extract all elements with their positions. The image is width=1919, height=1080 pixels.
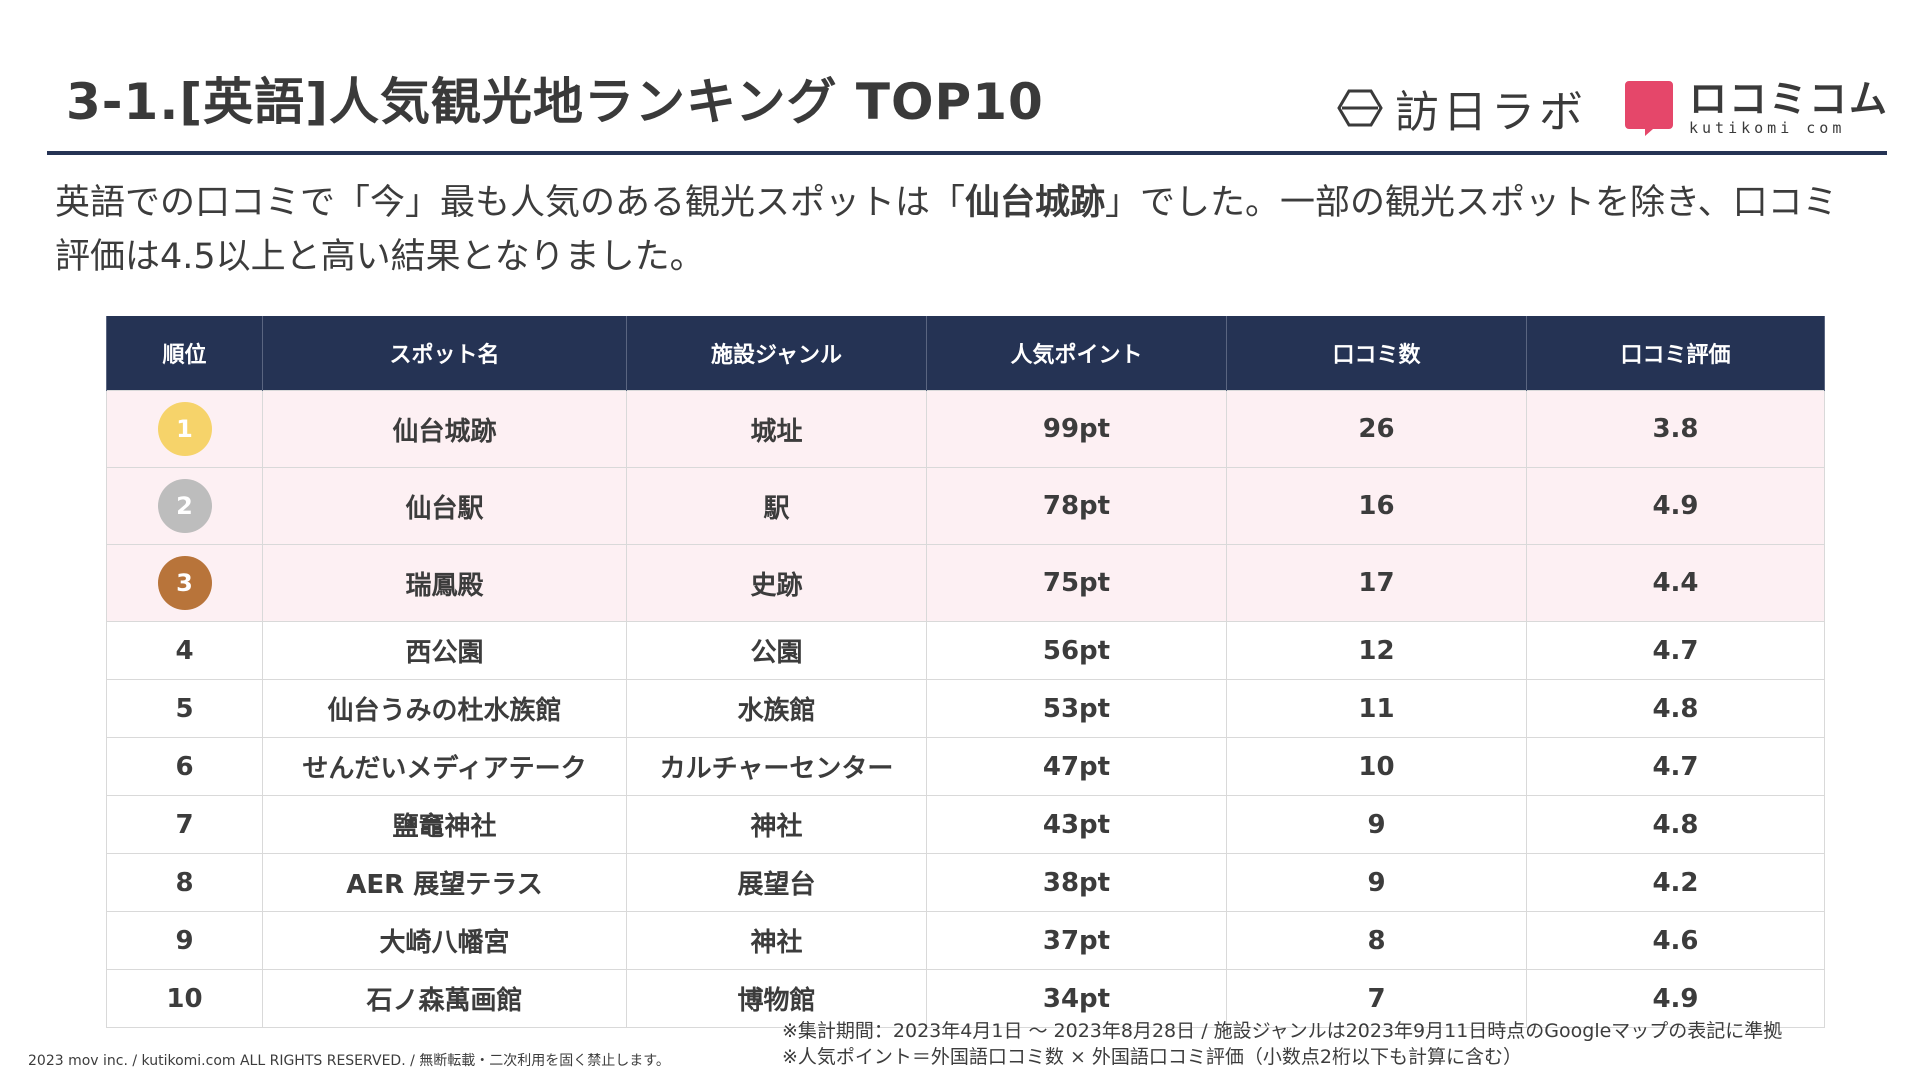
points-cell: 34pt — [926, 969, 1227, 1028]
points-cell: 43pt — [926, 795, 1227, 854]
header-points: 人気ポイント — [926, 316, 1227, 391]
kuchikomi-com-logo[interactable]: ロコミコム kutikomi com — [1623, 79, 1889, 137]
houjin-lab-logo[interactable]: 訪日ラボ — [1337, 76, 1587, 140]
ranking-table: 順位 スポット名 施設ジャンル 人気ポイント 口コミ数 口コミ評価 1 仙台城跡… — [106, 316, 1825, 1028]
lead-part1: 英語での口コミで「今」最も人気のある観光スポットは「 — [55, 183, 966, 223]
table-row: 6 せんだいメディアテーク カルチャーセンター 47pt 10 4.7 — [106, 737, 1825, 796]
review-count-cell: 9 — [1226, 853, 1527, 912]
spot-name-cell: 西公園 — [262, 621, 627, 680]
genre-cell: 駅 — [626, 467, 927, 545]
copyright-notice: 2023 mov inc. / kutikomi.com ALL RIGHTS … — [28, 1053, 670, 1069]
points-cell: 78pt — [926, 467, 1227, 545]
silver-medal-icon: 2 — [157, 479, 212, 533]
review-rating-cell: 4.4 — [1526, 544, 1825, 622]
spot-name-cell: 鹽竈神社 — [262, 795, 627, 854]
points-cell: 47pt — [926, 737, 1227, 796]
review-count-cell: 17 — [1226, 544, 1527, 622]
header-review-count: 口コミ数 — [1226, 316, 1527, 391]
table-row: 1 仙台城跡 城址 99pt 26 3.8 — [106, 390, 1825, 468]
points-cell: 75pt — [926, 544, 1227, 622]
table-row: 10 石ノ森萬画館 博物館 34pt 7 4.9 — [106, 969, 1825, 1028]
rank-cell: 2 — [106, 467, 263, 545]
points-cell: 38pt — [926, 853, 1227, 912]
rank-cell: 10 — [106, 969, 263, 1028]
genre-cell: カルチャーセンター — [626, 737, 927, 796]
kuchikomi-com-subtext: kutikomi com — [1688, 119, 1846, 137]
points-cell: 56pt — [926, 621, 1227, 680]
footnote-period: ※集計期間：2023年4月1日 ～ 2023年8月28日 / 施設ジャンルは20… — [782, 1020, 1783, 1042]
table-row: 9 大崎八幡宮 神社 37pt 8 4.6 — [106, 911, 1825, 970]
review-count-cell: 10 — [1226, 737, 1527, 796]
header-review-rating: 口コミ評価 — [1526, 316, 1825, 391]
genre-cell: 博物館 — [626, 969, 927, 1028]
review-rating-cell: 4.6 — [1526, 911, 1825, 970]
review-count-cell: 16 — [1226, 467, 1527, 545]
review-rating-cell: 4.8 — [1526, 679, 1825, 738]
genre-cell: 城址 — [626, 390, 927, 468]
rank-cell: 9 — [106, 911, 263, 970]
spot-name-cell: 大崎八幡宮 — [262, 911, 627, 970]
spot-name-cell: AER 展望テラス — [262, 853, 627, 912]
rank-cell: 7 — [106, 795, 263, 854]
table-row: 5 仙台うみの杜水族館 水族館 53pt 11 4.8 — [106, 679, 1825, 738]
review-count-cell: 12 — [1226, 621, 1527, 680]
rank-cell: 4 — [106, 621, 263, 680]
spot-name-cell: 石ノ森萬画館 — [262, 969, 627, 1028]
spot-name-cell: 仙台駅 — [262, 467, 627, 545]
spot-name-cell: 瑞鳳殿 — [262, 544, 627, 622]
table-row: 3 瑞鳳殿 史跡 75pt 17 4.4 — [106, 544, 1825, 622]
table-row: 7 鹽竈神社 神社 43pt 9 4.8 — [106, 795, 1825, 854]
genre-cell: 公園 — [626, 621, 927, 680]
table-row: 4 西公園 公園 56pt 12 4.7 — [106, 621, 1825, 680]
spot-name-cell: 仙台城跡 — [262, 390, 627, 468]
genre-cell: 史跡 — [626, 544, 927, 622]
review-count-cell: 8 — [1226, 911, 1527, 970]
review-rating-cell: 4.9 — [1526, 467, 1825, 545]
bronze-medal-icon: 3 — [157, 556, 212, 610]
points-cell: 53pt — [926, 679, 1227, 738]
gold-medal-icon: 1 — [157, 402, 212, 456]
rank-cell: 5 — [106, 679, 263, 738]
spot-name-cell: 仙台うみの杜水族館 — [262, 679, 627, 738]
lead-part2: 」でした。一部の観光スポットを除き、口コミ評価は4.5以上と高い結果となりました… — [55, 183, 1838, 277]
header-rank: 順位 — [106, 316, 263, 391]
speech-bubble-icon — [1624, 81, 1673, 136]
review-count-cell: 26 — [1226, 390, 1527, 468]
review-rating-cell: 4.9 — [1526, 969, 1825, 1028]
hexagon-logo-icon — [1337, 89, 1383, 127]
page-title: 3-1.[英語]人気観光地ランキング TOP10 — [66, 73, 1044, 131]
header-genre: 施設ジャンル — [626, 316, 927, 391]
review-count-cell: 11 — [1226, 679, 1527, 738]
review-rating-cell: 4.7 — [1526, 621, 1825, 680]
review-rating-cell: 4.8 — [1526, 795, 1825, 854]
kuchikomi-com-text: ロコミコム — [1688, 77, 1889, 121]
review-count-cell: 7 — [1226, 969, 1527, 1028]
lead-highlight: 仙台城跡 — [965, 183, 1106, 223]
rank-cell: 6 — [106, 737, 263, 796]
review-rating-cell: 4.7 — [1526, 737, 1825, 796]
header-spot-name: スポット名 — [262, 316, 627, 391]
rank-cell: 3 — [106, 544, 263, 622]
review-rating-cell: 3.8 — [1526, 390, 1825, 468]
genre-cell: 神社 — [626, 911, 927, 970]
title-divider — [47, 151, 1887, 155]
spot-name-cell: せんだいメディアテーク — [262, 737, 627, 796]
genre-cell: 神社 — [626, 795, 927, 854]
header-logos: 訪日ラボ ロコミコム kutikomi com — [1337, 78, 1889, 138]
review-rating-cell: 4.2 — [1526, 853, 1825, 912]
lead-text: 英語での口コミで「今」最も人気のある観光スポットは「仙台城跡」でした。一部の観光… — [55, 176, 1855, 284]
table-row: 2 仙台駅 駅 78pt 16 4.9 — [106, 467, 1825, 545]
table-row: 8 AER 展望テラス 展望台 38pt 9 4.2 — [106, 853, 1825, 912]
points-cell: 37pt — [926, 911, 1227, 970]
rank-cell: 1 — [106, 390, 263, 468]
footnote-formula: ※人気ポイント＝外国語口コミ数 × 外国語口コミ評価（小数点2桁以下も計算に含む… — [782, 1046, 1523, 1068]
table-header-row: 順位 スポット名 施設ジャンル 人気ポイント 口コミ数 口コミ評価 — [106, 316, 1825, 391]
genre-cell: 展望台 — [626, 853, 927, 912]
points-cell: 99pt — [926, 390, 1227, 468]
genre-cell: 水族館 — [626, 679, 927, 738]
review-count-cell: 9 — [1226, 795, 1527, 854]
houjin-lab-text: 訪日ラボ — [1394, 87, 1587, 138]
rank-cell: 8 — [106, 853, 263, 912]
footnotes: ※集計期間：2023年4月1日 ～ 2023年8月28日 / 施設ジャンルは20… — [782, 1018, 1782, 1070]
